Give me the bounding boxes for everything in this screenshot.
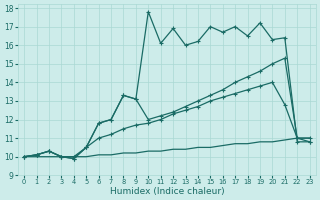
- X-axis label: Humidex (Indice chaleur): Humidex (Indice chaleur): [109, 187, 224, 196]
